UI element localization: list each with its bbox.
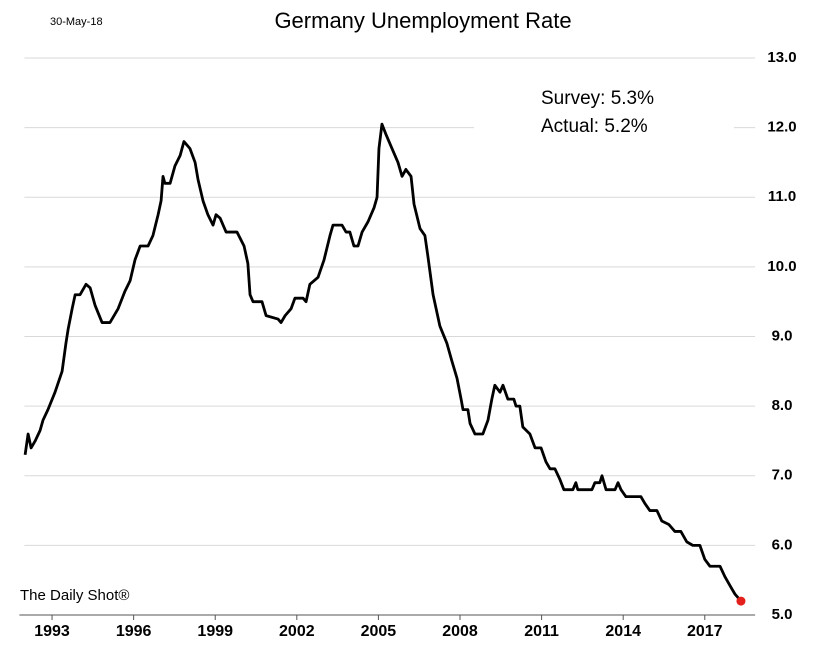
x-tick-label: 2011 <box>524 623 559 640</box>
y-tick-label: 9.0 <box>772 327 793 344</box>
y-tick-label: 7.0 <box>772 467 793 484</box>
chart-title: Germany Unemployment Rate <box>274 8 571 33</box>
line <box>23 122 743 602</box>
annotation: Survey: 5.3% <box>541 88 654 109</box>
x-tick-label: 1996 <box>116 623 152 640</box>
x-tick-label: 2008 <box>442 623 478 640</box>
plot <box>23 122 746 606</box>
last-point <box>736 596 746 606</box>
y-tick-label: 8.0 <box>772 397 793 414</box>
axes: 5.0 6.0 7.0 8.0 9.0 10.0 11.0 12.0 13.0 1993 1996 1… <box>19 49 797 640</box>
y-tick-label: 11.0 <box>768 188 796 205</box>
annotation: Actual: 5.2% <box>541 116 648 137</box>
x-tick-label: 2014 <box>605 623 641 640</box>
annotation-box <box>474 78 734 148</box>
y-tick-label: 12.0 <box>767 119 796 136</box>
x-tick-label: 2017 <box>687 623 723 640</box>
date-label: 30-May-18 <box>50 16 103 28</box>
y-tick-label: 5.0 <box>772 606 793 623</box>
x-tick-label: 1999 <box>197 623 233 640</box>
y-tick-label: 6.0 <box>772 536 793 553</box>
source: The Daily Shot® <box>20 587 129 604</box>
x-tick-label: 2002 <box>279 623 315 640</box>
x-tick-label: 2005 <box>361 623 397 640</box>
y-tick-label: 13.0 <box>767 49 796 66</box>
x-tick-label: 1993 <box>34 623 70 640</box>
y-tick-label: 10.0 <box>767 258 796 275</box>
